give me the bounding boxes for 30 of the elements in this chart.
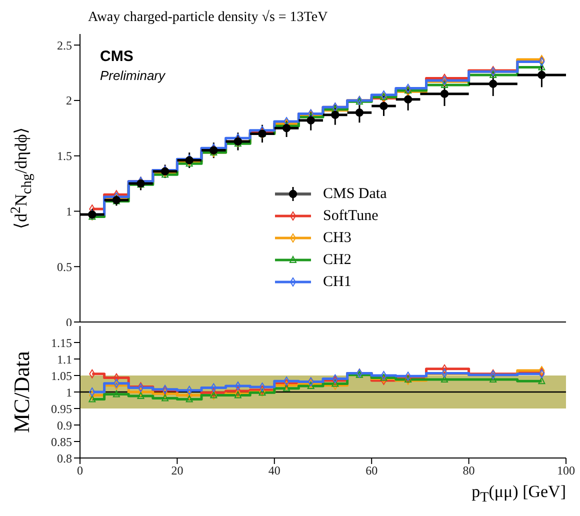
y-tick-label: 1.15 bbox=[51, 336, 72, 350]
y-tick-label: 0.9 bbox=[57, 418, 72, 432]
y-tick-label: 0.95 bbox=[51, 402, 72, 416]
x-tick-label: 20 bbox=[171, 464, 184, 478]
x-tick-label: 100 bbox=[557, 464, 575, 478]
legend-label: CH3 bbox=[323, 230, 352, 246]
y-tick-label: 2 bbox=[66, 94, 72, 108]
y-tick-label: 1.5 bbox=[57, 149, 72, 164]
legend-label: CH1 bbox=[323, 274, 352, 290]
annotation: CMS bbox=[100, 48, 134, 65]
y-tick-label: 1 bbox=[66, 385, 72, 400]
y-tick-label: 1 bbox=[66, 204, 72, 218]
legend-label: CMS Data bbox=[323, 186, 387, 202]
annotation: Preliminary bbox=[100, 68, 166, 83]
chart-title: Away charged-particle density √s = 13TeV bbox=[88, 10, 328, 26]
y-tick-label: 0.5 bbox=[57, 260, 72, 274]
legend-label: CH2 bbox=[323, 252, 352, 268]
y-tick-label: 0 bbox=[66, 315, 72, 330]
y-tick-label: 0.85 bbox=[51, 434, 72, 449]
legend-label: SoftTune bbox=[323, 208, 378, 224]
y-tick-label: 1.1 bbox=[57, 352, 72, 366]
y-axis-title: MC/Data bbox=[9, 351, 35, 433]
x-tick-label: 60 bbox=[366, 464, 378, 478]
x-tick-label: 0 bbox=[77, 464, 83, 478]
y-tick-label: 1.05 bbox=[51, 368, 72, 383]
x-tick-label: 80 bbox=[462, 464, 475, 478]
y-tick-label: 0.8 bbox=[57, 451, 72, 466]
x-axis-title: p$_{T}$(μμ) [GeV] bbox=[472, 482, 566, 506]
x-tick-label: 40 bbox=[268, 464, 280, 478]
y-tick-label: 2.5 bbox=[57, 38, 72, 52]
